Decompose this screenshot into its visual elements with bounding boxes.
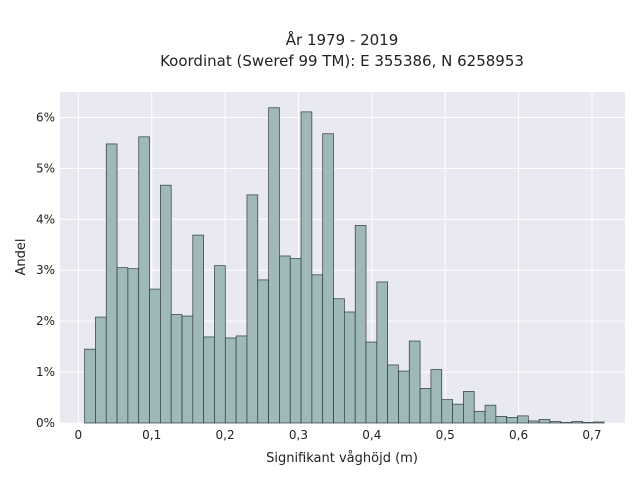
histogram-bar [268,107,280,424]
histogram-bar [441,399,453,424]
histogram-bar [571,421,583,424]
histogram-bar [343,311,356,424]
histogram-bar [170,314,183,424]
histogram-bar [506,417,518,424]
histogram-bar [473,410,486,424]
histogram-bar [463,391,475,424]
histogram-bar [452,403,464,424]
histogram-bar [105,143,118,424]
histogram-bar [419,388,432,424]
histogram-bar [235,335,248,424]
y-tick-label: 6% [36,110,55,124]
histogram-bars [84,107,605,424]
histogram-bar [430,369,443,424]
histogram-bar [517,415,529,424]
histogram-bar [354,225,367,424]
x-tick-label: 0,1 [142,428,161,442]
histogram-bar [289,258,302,424]
histogram-bar [365,341,378,424]
histogram-bar [549,421,562,424]
y-tick-label: 5% [36,161,55,175]
x-tick-label: 0,5 [436,428,455,442]
histogram-bar [592,421,605,424]
histogram-bar [214,265,226,424]
y-tick-label: 4% [36,212,55,226]
x-tick-label: 0 [75,428,83,442]
histogram-bar [95,316,107,424]
histogram-bar [387,364,399,424]
x-tick-label: 0,3 [289,428,308,442]
histogram-bar [160,184,172,424]
y-tick-label: 0% [36,416,55,430]
chart-subtitle: Koordinat (Sweref 99 TM): E 355386, N 62… [160,52,524,70]
histogram-bar [192,234,204,424]
histogram-bar [279,255,291,424]
histogram-bar [246,194,259,424]
histogram-bar [322,133,334,424]
histogram-bar [300,111,313,424]
y-axis-label: Andel [14,239,29,276]
histogram-bar [224,337,237,424]
x-tick-label: 0,4 [362,428,381,442]
histogram-bar [582,422,594,424]
histogram-bar [408,340,421,424]
y-tick-labels: 0% 1% 2% 3% 4% 5% 6% [36,110,55,430]
histogram-bar [495,416,508,424]
histogram-bar [138,136,150,424]
y-tick-label: 2% [36,314,55,328]
y-tick-label: 1% [36,365,55,379]
histogram-bar [484,404,497,424]
histogram-bar [149,288,161,424]
histogram-bar [84,348,96,424]
x-tick-label: 0,2 [216,428,235,442]
histogram-bar [398,370,410,424]
histogram-bar [127,268,140,424]
histogram-bar [257,279,269,424]
x-tick-label: 0,7 [582,428,601,442]
histogram-bar [376,281,389,424]
histogram-bar [333,298,345,424]
x-tick-label: 0,6 [509,428,528,442]
x-axis-label: Signifikant våghöjd (m) [266,451,418,466]
histogram-bar [116,267,129,424]
chart-title: År 1979 - 2019 [286,30,399,49]
y-tick-label: 3% [36,263,55,277]
histogram-bar [203,336,215,424]
histogram-bar [528,420,540,424]
histogram-bar [311,274,324,424]
histogram-bar [181,315,194,424]
histogram-bar [560,422,572,424]
x-tick-labels: 0 0,1 0,2 0,3 0,4 0,5 0,6 0,7 [75,428,602,442]
histogram-bar [538,419,551,424]
